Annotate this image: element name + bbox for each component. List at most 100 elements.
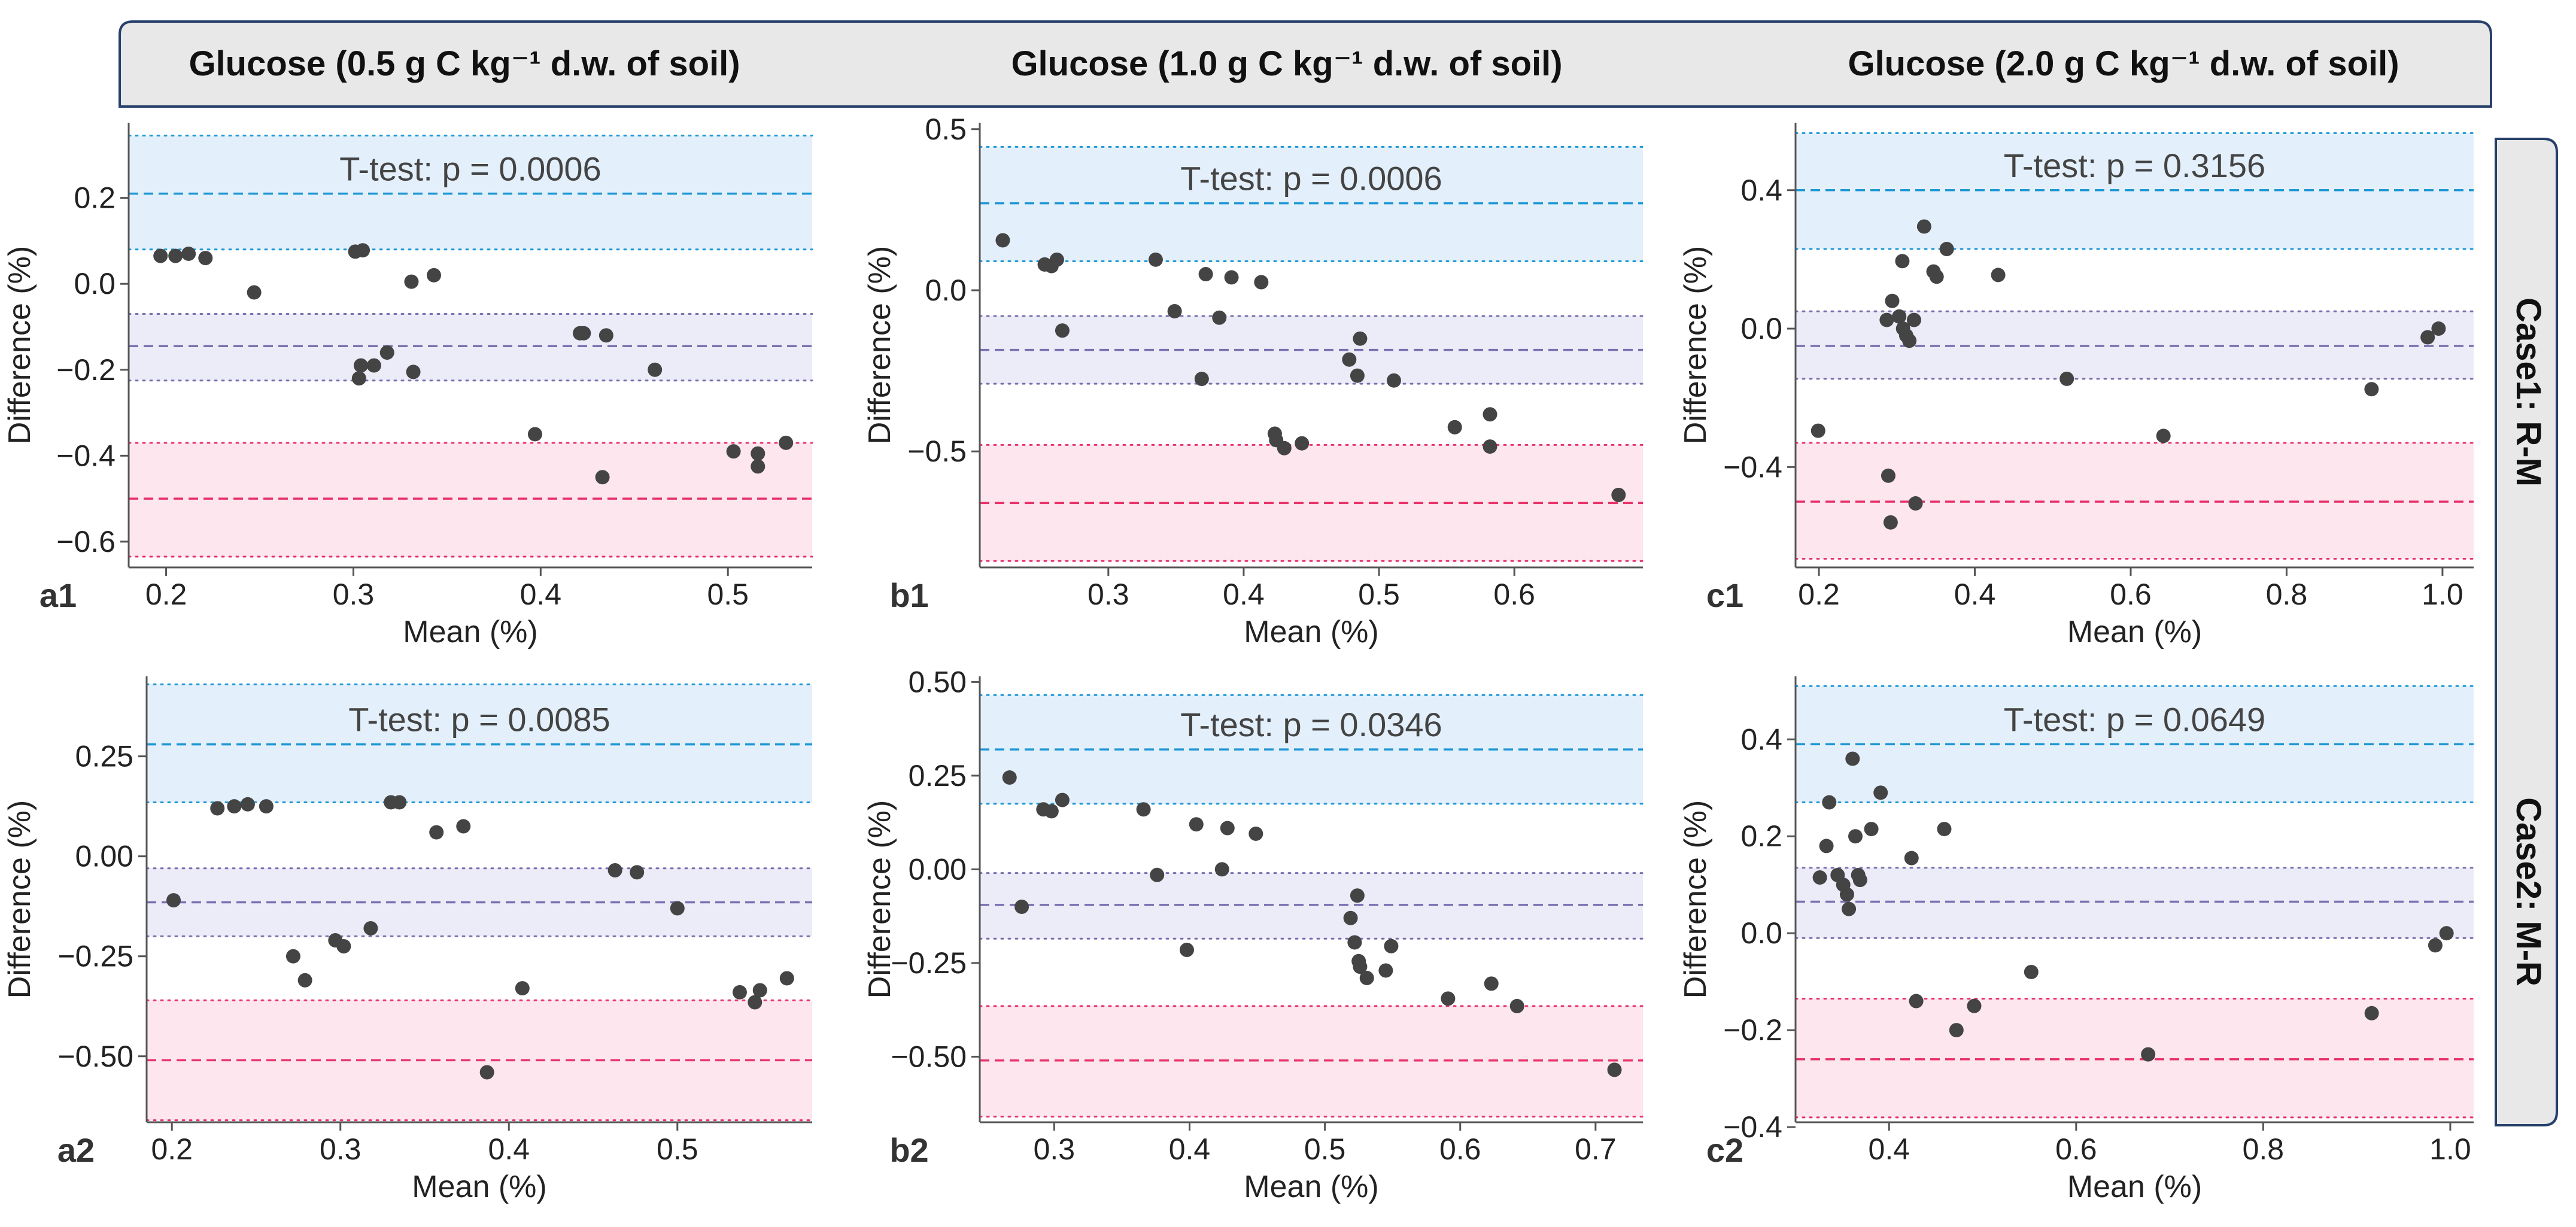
data-point: [429, 825, 444, 840]
data-point: [1909, 994, 1924, 1009]
y-tick-label: −0.25: [891, 946, 967, 980]
data-point: [1904, 851, 1919, 865]
mean-bias-band: [1796, 867, 2474, 939]
x-axis-label: Mean (%): [403, 615, 537, 649]
data-point: [1359, 970, 1374, 985]
data-point: [1441, 991, 1456, 1006]
t-test-annotation: T-test: p = 0.0006: [1180, 160, 1442, 198]
data-point: [1179, 943, 1194, 958]
data-point: [1212, 310, 1227, 325]
data-point: [1148, 252, 1163, 267]
data-point: [1378, 963, 1393, 978]
data-point: [1189, 817, 1204, 832]
data-point: [726, 444, 741, 459]
data-point: [1350, 888, 1365, 903]
data-point: [1014, 900, 1029, 915]
t-test-annotation: T-test: p = 0.3156: [2004, 147, 2265, 184]
data-point: [748, 995, 763, 1010]
data-point: [2024, 964, 2039, 979]
y-axis-label: Difference (%): [862, 246, 897, 444]
column-header-0.5: Glucose (0.5 g C kg⁻¹ d.w. of soil): [189, 44, 740, 83]
x-tick-label: 0.3: [320, 1132, 362, 1166]
row-header-case1: Case1: R-M: [2509, 297, 2548, 487]
x-axis-label: Mean (%): [412, 1170, 546, 1204]
data-point: [1611, 487, 1626, 502]
panel-a1: 0.2 0.3 0.4 0.5 −0.6 −0.4 −0.2 0.0 0.2 Mean (%) Di…: [2, 123, 813, 649]
y-tick-label: −0.50: [891, 1040, 967, 1073]
x-tick-label: 0.4: [1169, 1132, 1211, 1166]
panel-label: a1: [40, 576, 77, 614]
x-tick-label: 0.6: [2110, 578, 2152, 611]
data-point: [1906, 312, 1921, 327]
data-point: [1055, 792, 1070, 807]
x-axis-label: Mean (%): [2067, 615, 2202, 649]
data-point: [247, 285, 262, 300]
data-point: [2431, 321, 2446, 336]
y-axis-label: Difference (%): [862, 800, 897, 998]
data-point: [356, 243, 370, 258]
data-point: [240, 797, 255, 812]
data-point: [353, 358, 368, 373]
data-point: [1812, 870, 1827, 885]
y-tick-label: 0.4: [1740, 722, 1782, 756]
data-point: [1353, 331, 1368, 346]
data-point: [2364, 382, 2379, 397]
column-header-1.0: Glucose (1.0 g C kg⁻¹ d.w. of soil): [1011, 44, 1562, 83]
x-axis-label: Mean (%): [1244, 615, 1378, 649]
data-point: [336, 939, 351, 954]
data-point: [1002, 770, 1017, 785]
y-tick-label: 0.0: [74, 267, 116, 300]
data-point: [1873, 785, 1888, 800]
data-point: [1343, 910, 1358, 925]
data-point: [2059, 371, 2074, 386]
y-tick-label: 0.2: [74, 181, 116, 215]
x-tick-label: 0.3: [1087, 578, 1129, 611]
data-point: [1908, 496, 1923, 511]
y-axis-label: Difference (%): [2, 800, 37, 998]
t-test-annotation: T-test: p = 0.0085: [348, 701, 610, 739]
data-point: [1845, 751, 1860, 766]
data-point: [406, 365, 421, 379]
x-tick-label: 0.4: [1954, 578, 1996, 611]
data-point: [995, 233, 1010, 248]
data-point: [1607, 1062, 1622, 1077]
data-point: [1350, 368, 1365, 383]
panel-a2: 0.2 0.3 0.4 0.5 −0.50 −0.25 0.00 0.25 Mean (%) Di…: [2, 676, 813, 1204]
y-tick-label: −0.4: [1723, 450, 1782, 484]
data-point: [1967, 998, 1982, 1013]
data-point: [351, 371, 366, 386]
x-tick-label: 0.3: [1034, 1132, 1076, 1166]
x-tick-label: 0.2: [145, 578, 187, 611]
panel-label: c1: [1706, 576, 1743, 614]
data-point: [1277, 441, 1292, 455]
data-point: [1483, 407, 1497, 422]
y-tick-label: 0.0: [1740, 916, 1782, 950]
row-header-case2: Case2: M-R: [2509, 797, 2548, 986]
data-point: [1342, 352, 1357, 367]
data-point: [527, 427, 542, 442]
data-point: [1892, 309, 1907, 324]
data-point: [1916, 219, 1931, 234]
y-tick-label: 0.25: [75, 740, 133, 773]
x-tick-label: 0.3: [333, 578, 375, 611]
y-tick-label: −0.50: [57, 1040, 133, 1073]
y-tick-label: −0.2: [1723, 1013, 1782, 1047]
data-point: [1049, 252, 1064, 267]
data-point: [210, 801, 225, 816]
data-point: [1819, 839, 1834, 854]
data-point: [1055, 323, 1070, 338]
data-point: [670, 901, 685, 916]
data-point: [1852, 873, 1867, 888]
lower-loa-band: [1796, 998, 2474, 1117]
data-point: [1295, 436, 1310, 451]
y-tick-label: 0.4: [1740, 174, 1782, 207]
data-point: [1842, 901, 1857, 916]
data-point: [630, 865, 645, 880]
y-tick-label: 0.00: [909, 852, 967, 886]
data-point: [2428, 938, 2443, 953]
data-point: [363, 921, 378, 936]
data-point: [1881, 468, 1895, 483]
data-point: [259, 799, 274, 814]
data-point: [2364, 1006, 2379, 1021]
data-point: [779, 435, 794, 450]
